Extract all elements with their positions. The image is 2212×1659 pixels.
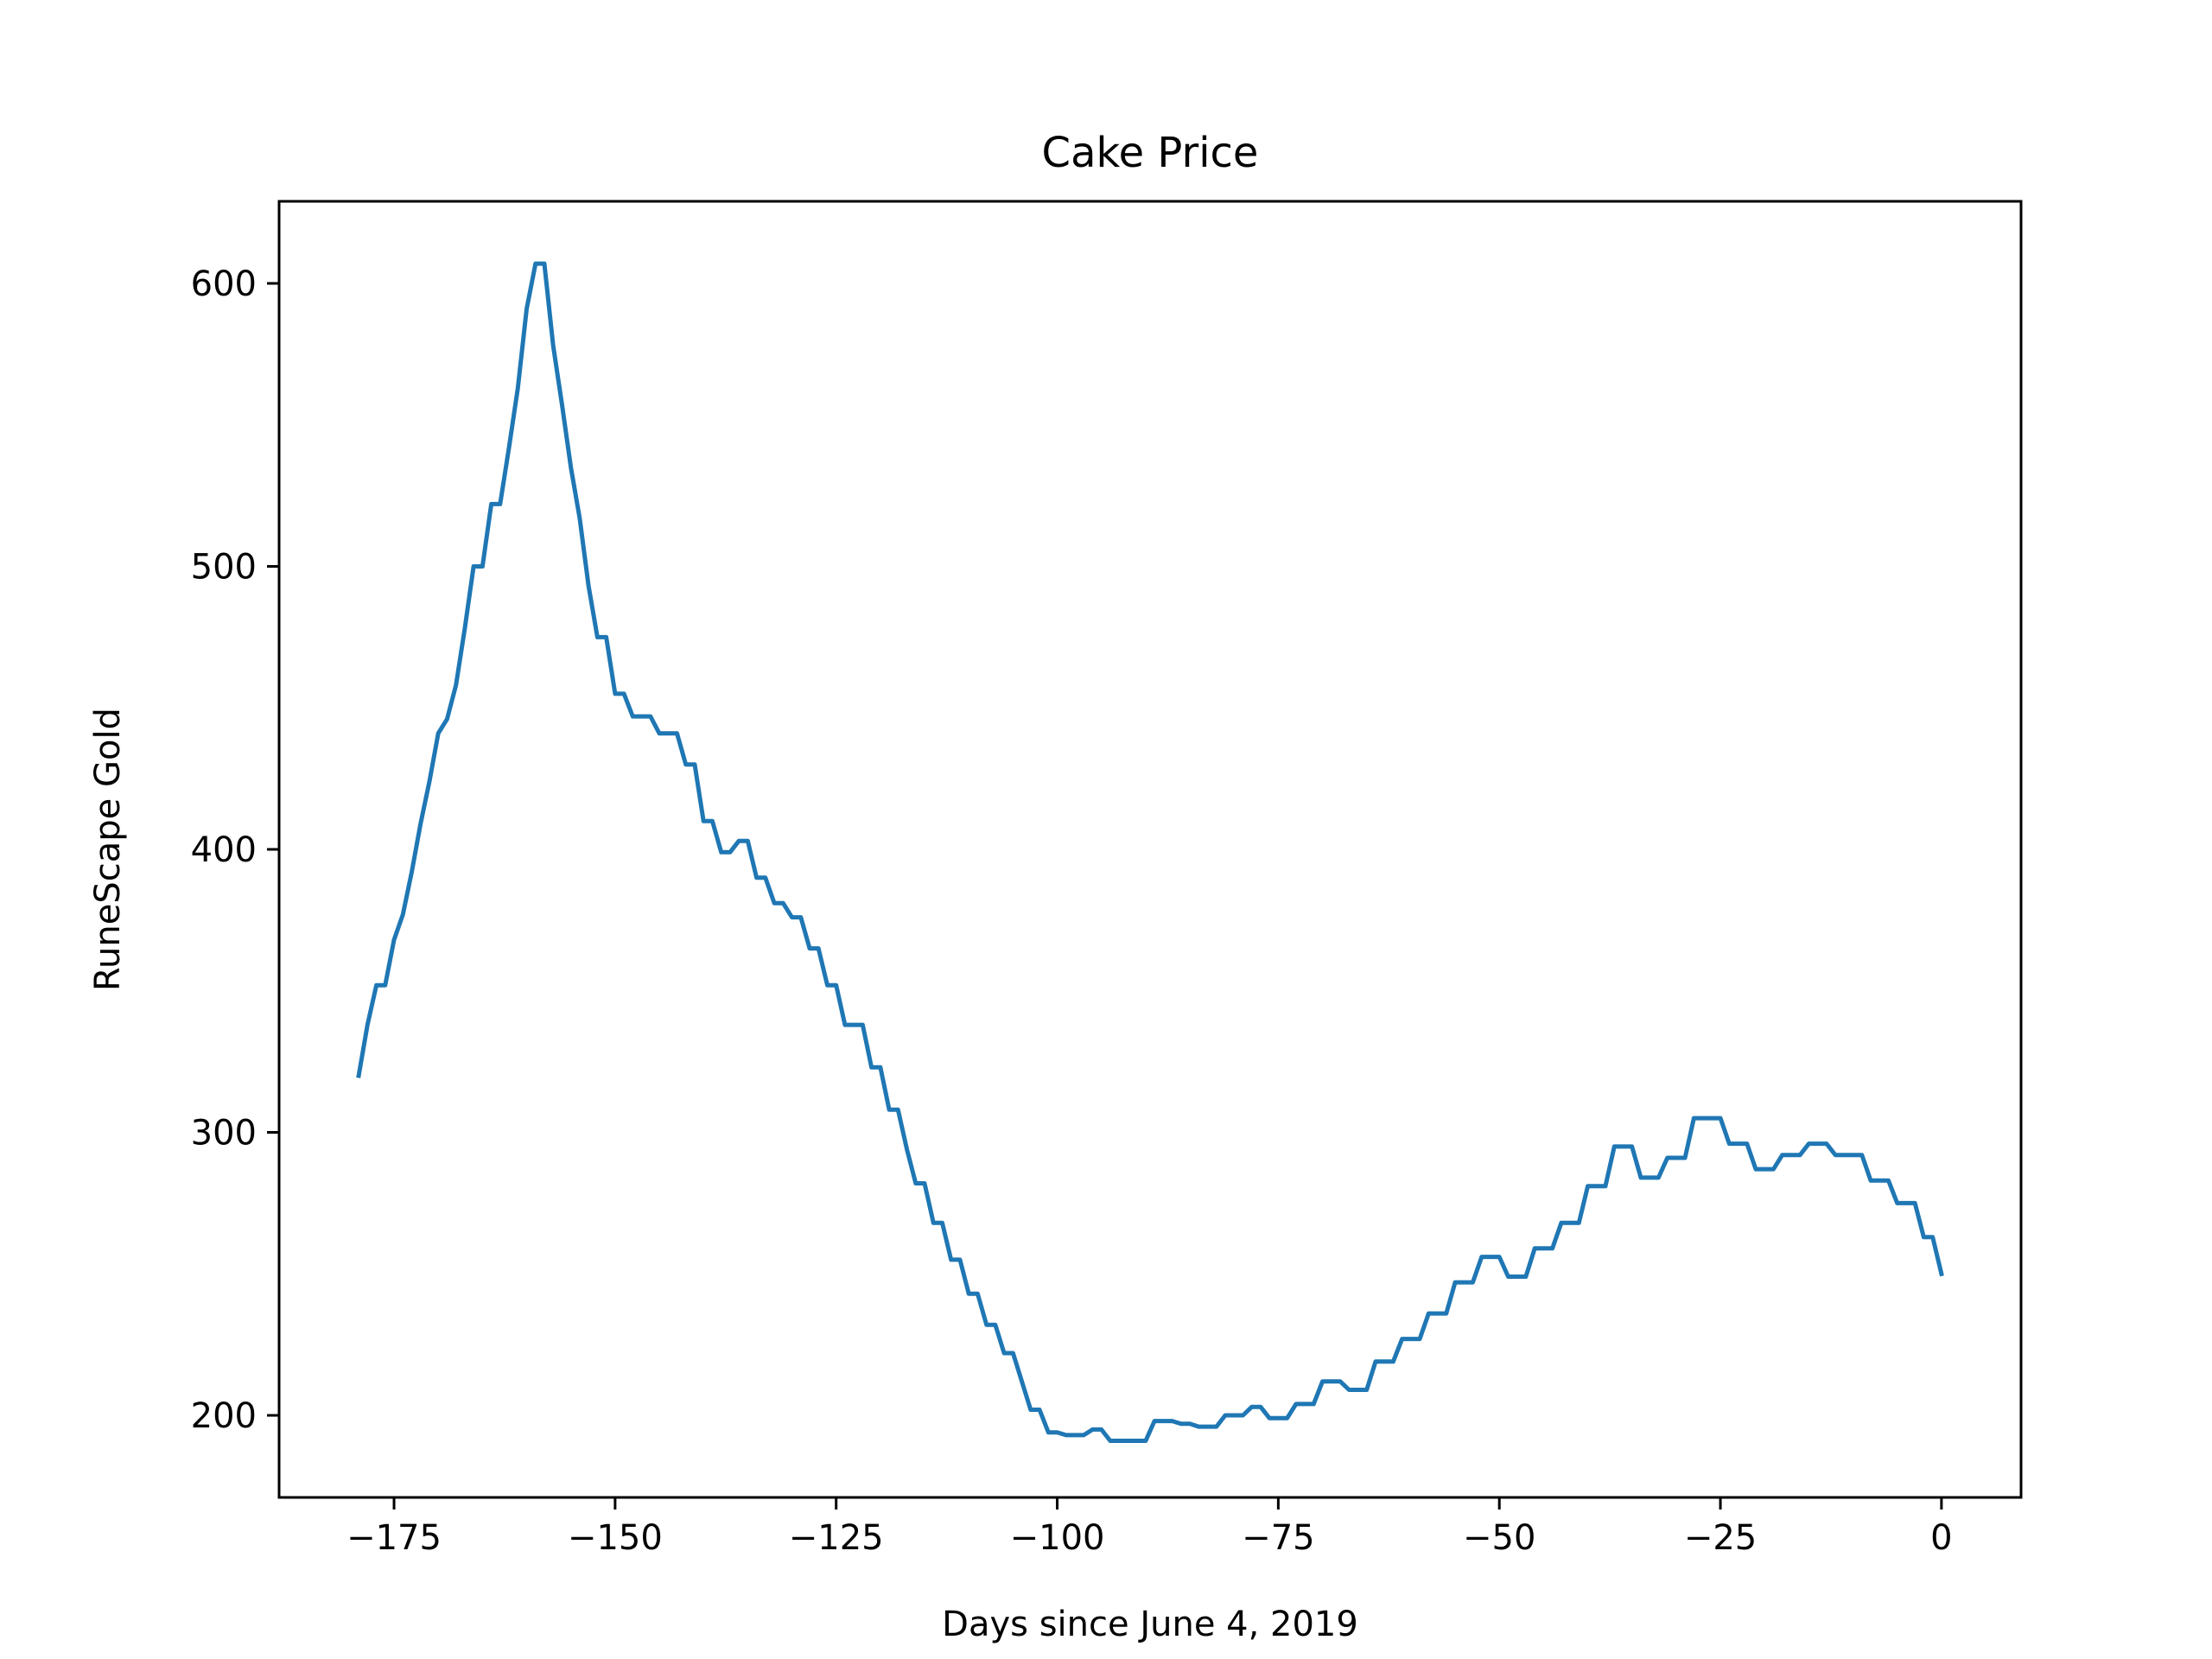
x-tick-label: −25 [1684, 1518, 1757, 1558]
y-tick-label: 500 [191, 547, 257, 587]
y-tick-label: 300 [191, 1114, 257, 1154]
x-tick-label: −150 [568, 1518, 663, 1558]
x-axis: −175 −150 −125 −100 −75 −50 −25 0 [346, 1497, 1953, 1558]
x-axis-label: Days since June 4, 2019 [942, 1605, 1358, 1644]
y-tick-label: 600 [191, 264, 257, 304]
y-axis: 200 300 400 500 600 [191, 264, 279, 1436]
x-tick-label: −125 [789, 1518, 884, 1558]
chart-title: Cake Price [1042, 129, 1259, 177]
y-tick-label: 400 [191, 830, 257, 870]
x-tick-label: −75 [1242, 1518, 1314, 1558]
series-line-0 [356, 261, 1944, 1443]
x-tick-label: −100 [1010, 1518, 1105, 1558]
plot-content [356, 261, 1944, 1443]
x-tick-label: −175 [346, 1518, 442, 1558]
x-tick-label: −50 [1463, 1518, 1535, 1558]
x-tick-label: 0 [1930, 1518, 1952, 1558]
y-tick-label: 200 [191, 1396, 257, 1436]
y-axis-label: RuneScape Gold [88, 708, 128, 991]
